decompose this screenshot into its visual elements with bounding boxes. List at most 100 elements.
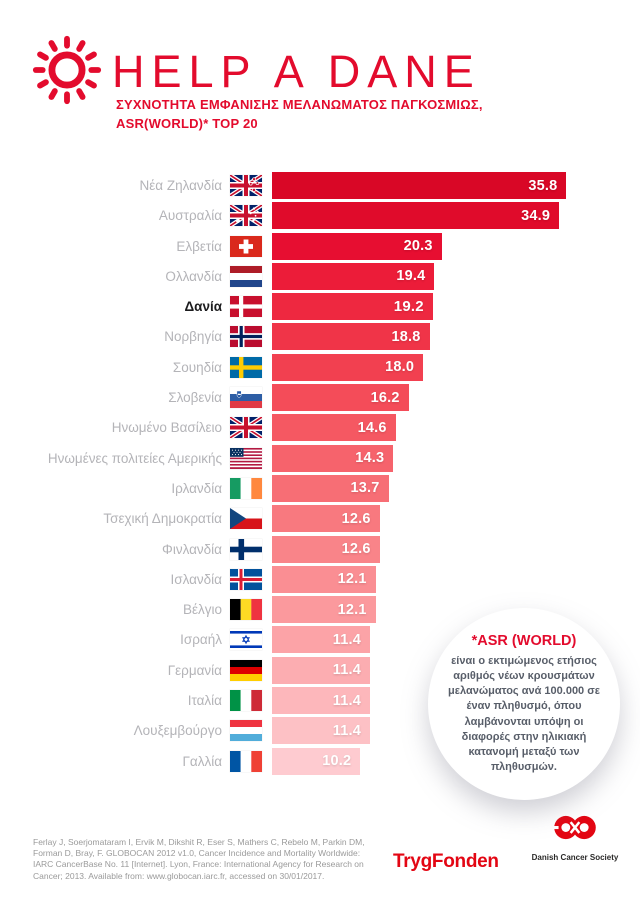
bar-track: 11.4 xyxy=(272,687,640,715)
chart-row: Φινλανδία 12.6 xyxy=(0,535,640,563)
flag-united-kingdom-icon xyxy=(230,417,262,439)
bar-value: 10.2 xyxy=(322,753,352,770)
bar-value: 16.2 xyxy=(370,389,400,406)
asr-note-body: είναι ο εκτιμώμενος ετήσιος αριθμός νέων… xyxy=(448,654,600,774)
country-label: Νέα Ζηλανδία xyxy=(139,178,223,193)
bar-track: 12.1 xyxy=(272,565,640,593)
sun-icon xyxy=(30,33,104,112)
chart-row: Σλοβενία 16.2 xyxy=(0,384,640,412)
bar-value: 14.3 xyxy=(355,450,385,467)
bar-track: 14.6 xyxy=(272,414,640,442)
country-label: Ηνωμένο Βασίλειο xyxy=(111,420,222,436)
bar-value: 11.4 xyxy=(332,662,361,679)
flag-germany-icon xyxy=(230,659,262,681)
bar-value: 12.6 xyxy=(341,541,371,558)
value-bar: 18.8 xyxy=(272,323,430,351)
bar-track: 11.4 xyxy=(272,626,640,654)
chart-row: Ιρλανδία 13.7 xyxy=(0,474,640,502)
flag-iceland-icon xyxy=(230,568,262,590)
chart-row: Γαλλία 10.2 xyxy=(0,747,640,775)
chart-row: Ισραήλ 11.4 xyxy=(0,626,640,654)
country-label: Ηνωμένες πολιτείες Αμερικής xyxy=(47,450,222,466)
flag-finland-icon xyxy=(230,538,262,560)
country-label: Ισραήλ xyxy=(180,632,222,648)
citation-line: IARC CancerBase No. 11 [Internet]. Lyon,… xyxy=(33,859,364,870)
flag-slovenia-icon xyxy=(230,387,262,409)
value-bar: 18.0 xyxy=(272,353,424,381)
flag-new-zealand-icon xyxy=(230,175,262,196)
citation-line: Forman D, Bray, F. GLOBOCAN 2012 v1.0, C… xyxy=(33,848,361,859)
page-subtitle: ΣΥΧΝΟΤΗΤΑ ΕΜΦΑΝΙΣΗΣ ΜΕΛΑΝΩΜΑΤΟΣ ΠΑΓΚΟΣΜΙ… xyxy=(116,96,483,134)
flag-norway-icon xyxy=(230,326,262,348)
trygfonden-logo: TrygFonden xyxy=(393,851,499,872)
value-bar: 19.4 xyxy=(272,262,435,290)
flag-sweden-icon xyxy=(230,356,262,378)
bar-value: 11.4 xyxy=(332,631,361,648)
chart-row: Λουξεμβούργο 11.4 xyxy=(0,717,640,745)
country-label: Δανία xyxy=(184,299,222,315)
bar-value: 18.8 xyxy=(391,328,421,345)
dcs-label: Danish Cancer Society xyxy=(531,853,619,862)
source-citation: Ferlay J, Soerjomataram I, Ervik M, Diks… xyxy=(33,837,365,882)
bar-track: 11.4 xyxy=(272,717,640,745)
chart-row: Ηνωμένο Βασίλειο 14.6 xyxy=(0,414,640,442)
bar-track: 18.0 xyxy=(272,353,640,381)
value-bar: 19.2 xyxy=(272,293,433,321)
page-title: HELP A DANE xyxy=(112,46,481,97)
bar-track: 12.6 xyxy=(272,535,640,563)
chart-row: Ιταλία 11.4 xyxy=(0,687,640,715)
bar-value: 12.1 xyxy=(337,571,367,588)
value-bar: 12.1 xyxy=(272,565,376,593)
bar-track: 13.7 xyxy=(272,474,640,502)
flag-switzerland-icon xyxy=(230,235,262,257)
dcs-infinity-icon xyxy=(552,815,596,840)
flag-czech-republic-icon xyxy=(230,508,262,530)
flag-italy-icon xyxy=(230,690,262,712)
chart-row: Βέλγιο 12.1 xyxy=(0,596,640,624)
citation-line: Cancer; 2013. Available from: www.globoc… xyxy=(33,870,325,881)
value-bar: 11.4 xyxy=(272,656,370,684)
country-label: Τσεχική Δημοκρατία xyxy=(103,511,222,527)
value-bar: 16.2 xyxy=(272,384,409,412)
bar-value: 14.6 xyxy=(357,419,387,436)
bar-chart: Νέα Ζηλανδία 35.8 Αυστραλία 34.9 Ελβετία 20.3… xyxy=(0,172,640,778)
bar-track: 19.2 xyxy=(272,293,640,321)
country-label: Βέλγιο xyxy=(182,602,222,618)
value-bar: 11.4 xyxy=(272,687,370,715)
country-label: Ισλανδία xyxy=(170,571,222,587)
bar-value: 20.3 xyxy=(403,238,433,255)
bar-value: 19.4 xyxy=(396,268,426,285)
flag-france-icon xyxy=(230,750,262,772)
bar-value: 11.4 xyxy=(332,692,361,709)
chart-row: Ηνωμένες πολιτείες Αμερικής 14.3 xyxy=(0,444,640,472)
chart-row: Γερμανία 11.4 xyxy=(0,656,640,684)
value-bar: 13.7 xyxy=(272,474,389,502)
country-label: Ιρλανδία xyxy=(171,480,222,496)
flag-denmark-icon xyxy=(230,296,262,318)
flag-belgium-icon xyxy=(230,599,262,621)
value-bar: 12.6 xyxy=(272,535,380,563)
country-label: Σουηδία xyxy=(172,359,222,375)
flag-usa-icon xyxy=(230,447,262,469)
country-label: Ιταλία xyxy=(187,693,222,709)
bar-value: 34.9 xyxy=(521,207,551,224)
bar-value: 12.1 xyxy=(337,601,367,618)
value-bar: 12.1 xyxy=(272,596,376,624)
bar-track: 34.9 xyxy=(272,202,640,230)
danish-cancer-society-logo: Danish Cancer Society xyxy=(517,814,633,862)
flag-netherlands-icon xyxy=(230,265,262,287)
country-label: Ολλανδία xyxy=(165,268,222,284)
chart-row: Σουηδία 18.0 xyxy=(0,353,640,381)
bar-track: 35.8 xyxy=(272,172,640,199)
asr-note-title: *ASR (WORLD) xyxy=(471,632,577,649)
value-bar: 35.8 xyxy=(272,172,567,199)
value-bar: 14.3 xyxy=(272,444,394,472)
bar-track: 16.2 xyxy=(272,384,640,412)
bar-value: 35.8 xyxy=(528,177,558,194)
value-bar: 12.6 xyxy=(272,505,380,533)
value-bar: 11.4 xyxy=(272,626,370,654)
country-label: Σλοβενία xyxy=(168,390,222,406)
chart-row: Δανία 19.2 xyxy=(0,293,640,321)
bar-track: 12.1 xyxy=(272,596,640,624)
